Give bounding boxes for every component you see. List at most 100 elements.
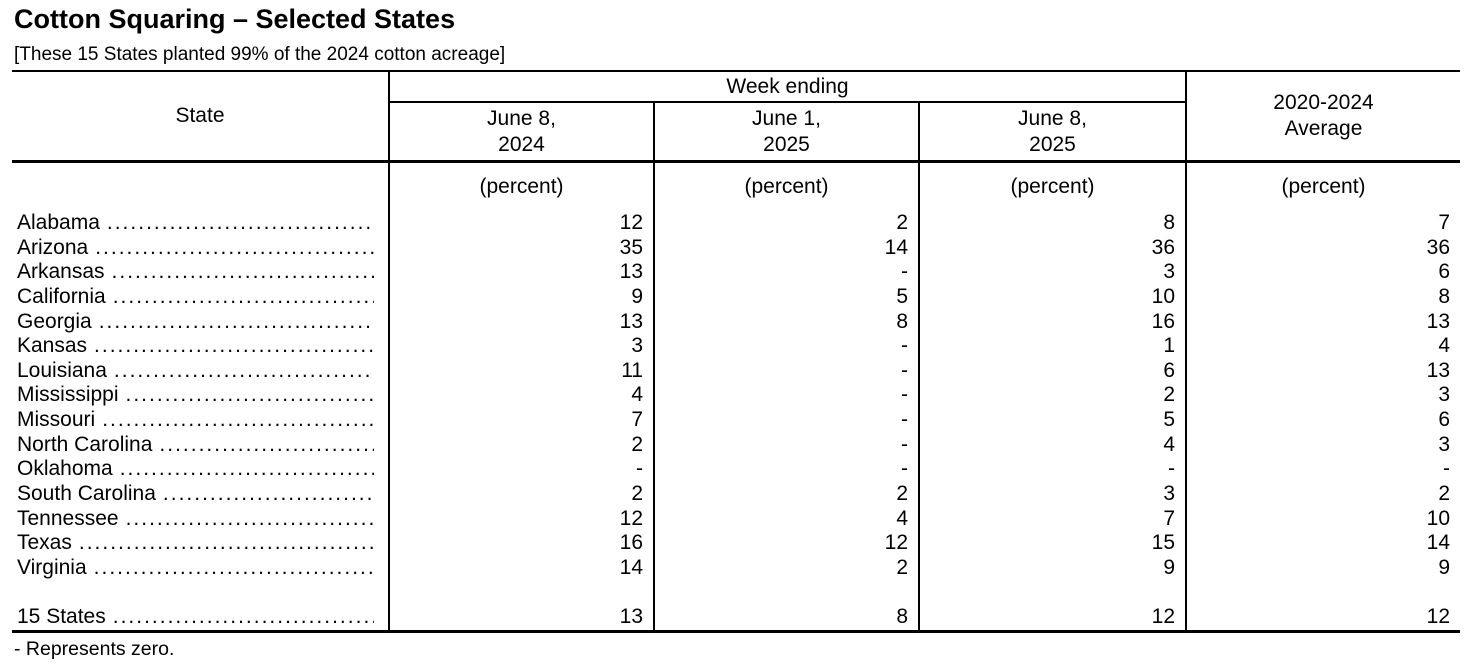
state-cell: Missouri	[12, 408, 390, 433]
value-cell-jun8-2024: 13	[390, 260, 655, 285]
state-name: Kansas	[17, 334, 88, 358]
value-cell-jun1-2025: 2	[655, 555, 920, 581]
dot-leader	[107, 211, 374, 236]
value-cell-jun8-2025: 3	[1163, 482, 1175, 506]
state-column-header: State	[12, 72, 390, 160]
value-cell-jun1-2025: 14	[655, 235, 920, 261]
value-cell-jun1-2025: -	[655, 358, 920, 384]
value-cell-jun8-2025: 3	[1163, 260, 1175, 284]
value-cell-average: 13	[1185, 358, 1460, 384]
value-cell-jun8-2025: 36	[1151, 235, 1175, 259]
cotton-squaring-table: State Week ending 2020-2024 Average June…	[12, 70, 1460, 633]
value-cell-jun8-2025: 9	[1163, 555, 1175, 579]
units-row: (percent) (percent) (percent) (percent)	[12, 163, 1460, 211]
units-state-cell	[12, 163, 390, 211]
state-name: Texas	[17, 531, 72, 555]
value-cell-average: 9	[1185, 555, 1460, 581]
dot-leader	[95, 236, 374, 261]
value-cell-jun1-2025: -	[655, 432, 920, 458]
value-cell-jun1-2025: 8	[655, 605, 920, 630]
value-cell-jun8-2024: 9	[390, 284, 655, 310]
value-cell-average: 3	[1185, 383, 1460, 409]
value-cell-jun1-2025: 2	[655, 211, 920, 236]
dot-leader	[94, 556, 374, 581]
average-column-header: 2020-2024 Average	[1185, 72, 1460, 160]
value-cell-average: 14	[1185, 531, 1460, 556]
state-name: California	[17, 284, 106, 308]
dot-leader	[102, 408, 374, 433]
state-cell: Alabama	[12, 211, 390, 236]
value-cell-jun8-2025: 2	[1163, 383, 1175, 407]
value-cell-jun8-2024: 2	[390, 482, 655, 507]
date-line2: 2024	[498, 132, 545, 156]
value-cell-jun8-2024: 3	[390, 334, 655, 359]
state-cell: Louisiana	[12, 358, 390, 384]
value-cell-average: 6	[1185, 260, 1460, 285]
value-cell-average: -	[1185, 457, 1460, 483]
value-cell-jun1-2025: -	[655, 408, 920, 433]
value-cell-average: 4	[1185, 334, 1460, 359]
value-cell-jun8-2024: 4	[390, 383, 655, 409]
state-name: Alabama	[17, 211, 100, 234]
date-column-header-jun8-2025: June 8, 2025	[920, 103, 1185, 160]
value-cell-jun1-2025: 2	[655, 482, 920, 507]
value-cell-average	[1185, 580, 1460, 606]
date-line1: June 1,	[752, 106, 821, 130]
page-title: Cotton Squaring – Selected States	[14, 4, 456, 34]
value-cell-jun8-2025: 12	[1151, 605, 1175, 629]
value-cell-jun1-2025: 4	[655, 506, 920, 532]
dot-leader	[113, 285, 374, 310]
state-name: Arkansas	[17, 260, 105, 284]
state-name: Missouri	[17, 408, 96, 432]
table-header: State Week ending 2020-2024 Average June…	[12, 70, 1460, 163]
value-cell-jun1-2025: -	[655, 457, 920, 483]
value-cell-average: 7	[1185, 211, 1460, 236]
state-cell: California	[12, 284, 390, 310]
value-cell-jun8-2024: -	[390, 457, 655, 483]
dot-leader	[159, 433, 374, 458]
value-cell-average: 8	[1185, 284, 1460, 310]
value-cell-jun1-2025: 8	[655, 309, 920, 335]
value-cell-jun8-2024: 12	[390, 211, 655, 236]
state-name: Georgia	[17, 309, 92, 333]
footnote-represents-zero: - Represents zero.	[14, 638, 175, 660]
value-cell-average: 6	[1185, 408, 1460, 433]
value-cell-jun8-2025: 4	[1163, 432, 1175, 456]
value-cell-jun8-2025: 7	[1163, 506, 1175, 530]
state-cell	[12, 580, 390, 606]
value-cell-jun1-2025: 5	[655, 284, 920, 310]
value-cell-jun8-2024: 14	[390, 555, 655, 581]
value-cell-jun8-2025: 10	[1151, 284, 1175, 308]
dot-leader	[94, 334, 374, 359]
dot-leader	[126, 383, 374, 408]
value-cell-jun1-2025: -	[655, 383, 920, 409]
value-cell-average: 12	[1185, 605, 1460, 630]
state-cell: Georgia	[12, 309, 390, 335]
value-cell-jun8-2024: 11	[390, 358, 655, 384]
value-cell-jun8-2024: 12	[390, 506, 655, 532]
date-line2: 2025	[1029, 132, 1076, 156]
dot-leader	[112, 260, 374, 285]
dot-leader	[114, 359, 374, 384]
dot-leader	[126, 507, 374, 532]
state-cell: Oklahoma	[12, 457, 390, 483]
value-cell-jun8-2024: 35	[390, 235, 655, 261]
state-name: Oklahoma	[17, 457, 113, 481]
state-cell: Tennessee	[12, 506, 390, 532]
value-cell-average: 36	[1185, 235, 1460, 261]
dot-leader	[163, 482, 374, 507]
value-cell-jun8-2025: -	[1168, 457, 1175, 481]
state-name: 15 States	[17, 605, 106, 629]
state-cell: Kansas	[12, 334, 390, 359]
average-header-line2: Average	[1284, 117, 1363, 140]
state-cell: North Carolina	[12, 432, 390, 458]
unit-label: (percent)	[1185, 163, 1460, 211]
state-name: Virginia	[17, 555, 87, 579]
value-cell-average: 10	[1185, 506, 1460, 532]
value-cell-average: 13	[1185, 309, 1460, 335]
value-cell-jun1-2025: 12	[655, 531, 920, 556]
state-name: Tennessee	[17, 506, 119, 530]
state-cell: South Carolina	[12, 482, 390, 507]
value-cell-jun8-2024	[390, 580, 655, 606]
value-cell-jun8-2024: 13	[390, 309, 655, 335]
